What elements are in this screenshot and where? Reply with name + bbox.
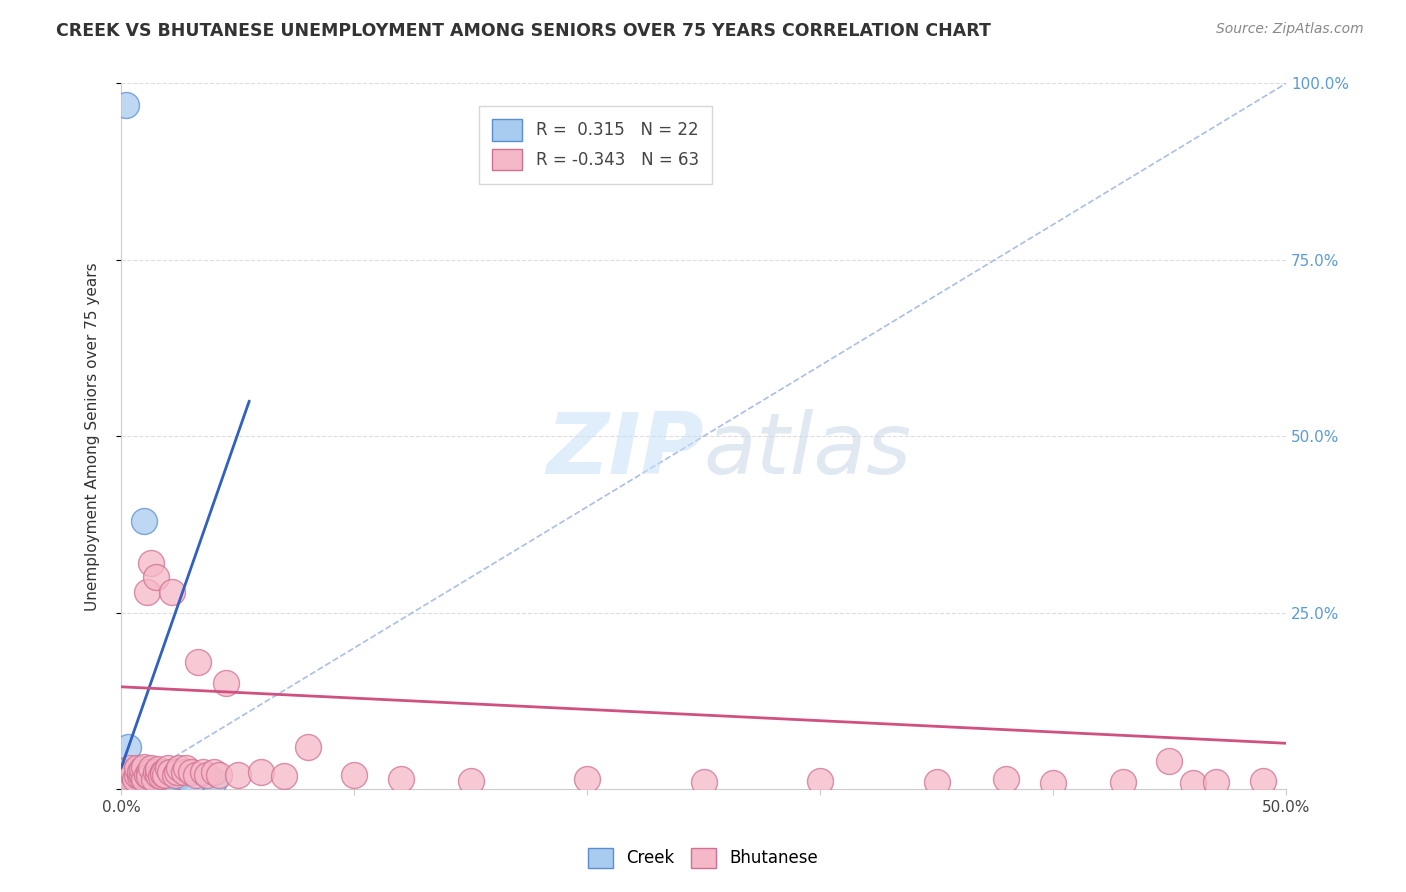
Y-axis label: Unemployment Among Seniors over 75 years: Unemployment Among Seniors over 75 years — [86, 262, 100, 611]
Point — [134, 772, 156, 786]
Point — [184, 768, 207, 782]
Point — [145, 772, 167, 786]
Point — [145, 764, 167, 779]
Point — [169, 769, 191, 783]
Point — [152, 764, 174, 779]
Point — [169, 761, 191, 775]
Point — [250, 764, 273, 779]
Point — [127, 768, 149, 782]
Point — [176, 761, 198, 775]
Point — [114, 97, 136, 112]
Point — [120, 761, 142, 775]
Point — [1205, 775, 1227, 789]
Point — [127, 761, 149, 775]
Point — [152, 773, 174, 788]
Point — [208, 768, 231, 782]
Point — [135, 768, 157, 782]
Point — [131, 768, 153, 782]
Point — [141, 761, 163, 775]
Point — [1112, 775, 1135, 789]
Point — [925, 775, 948, 789]
Point — [134, 772, 156, 786]
Point — [117, 768, 139, 782]
Point — [121, 768, 143, 782]
Point — [134, 514, 156, 528]
Point — [131, 763, 153, 777]
Point — [180, 776, 202, 790]
Point — [159, 764, 181, 779]
Point — [121, 768, 143, 782]
Point — [138, 769, 160, 783]
Point — [191, 764, 214, 779]
Point — [135, 584, 157, 599]
Text: Source: ZipAtlas.com: Source: ZipAtlas.com — [1216, 22, 1364, 37]
Point — [297, 739, 319, 754]
Point — [162, 584, 184, 599]
Point — [195, 768, 218, 782]
Point — [128, 764, 150, 779]
Point — [273, 769, 295, 783]
Point — [127, 769, 149, 783]
Point — [120, 764, 142, 779]
Point — [1042, 776, 1064, 790]
Point — [117, 739, 139, 754]
Point — [202, 764, 225, 779]
Point — [148, 763, 170, 777]
Point — [995, 772, 1018, 786]
Point — [128, 772, 150, 786]
Point — [1251, 773, 1274, 788]
Point — [155, 768, 177, 782]
Legend: Creek, Bhutanese: Creek, Bhutanese — [581, 841, 825, 875]
Point — [114, 768, 136, 782]
Point — [808, 773, 831, 788]
Point — [389, 772, 412, 786]
Point — [576, 772, 599, 786]
Point — [173, 764, 195, 779]
Point — [121, 772, 143, 786]
Point — [215, 676, 238, 690]
Point — [134, 759, 156, 773]
Point — [112, 775, 135, 789]
Point — [343, 768, 366, 782]
Point — [145, 570, 167, 584]
Point — [149, 769, 172, 783]
Text: atlas: atlas — [703, 409, 911, 491]
Point — [1181, 776, 1204, 790]
Point — [141, 557, 163, 571]
Point — [148, 768, 170, 782]
Point — [226, 768, 249, 782]
Point — [124, 775, 146, 789]
Point — [124, 772, 146, 786]
Point — [156, 775, 179, 789]
Point — [460, 773, 482, 788]
Point — [1159, 754, 1181, 768]
Point — [180, 764, 202, 779]
Point — [202, 773, 225, 788]
Point — [131, 773, 153, 788]
Point — [128, 769, 150, 783]
Point — [117, 772, 139, 786]
Legend: R =  0.315   N = 22, R = -0.343   N = 63: R = 0.315 N = 22, R = -0.343 N = 63 — [479, 106, 711, 184]
Text: ZIP: ZIP — [546, 409, 703, 491]
Point — [152, 766, 174, 780]
Point — [692, 775, 714, 789]
Point — [142, 772, 165, 786]
Point — [120, 772, 142, 786]
Point — [166, 764, 188, 779]
Point — [121, 764, 143, 779]
Point — [187, 655, 209, 669]
Point — [156, 761, 179, 775]
Point — [163, 768, 186, 782]
Point — [138, 764, 160, 779]
Text: CREEK VS BHUTANESE UNEMPLOYMENT AMONG SENIORS OVER 75 YEARS CORRELATION CHART: CREEK VS BHUTANESE UNEMPLOYMENT AMONG SE… — [56, 22, 991, 40]
Point — [138, 775, 160, 789]
Point — [124, 768, 146, 782]
